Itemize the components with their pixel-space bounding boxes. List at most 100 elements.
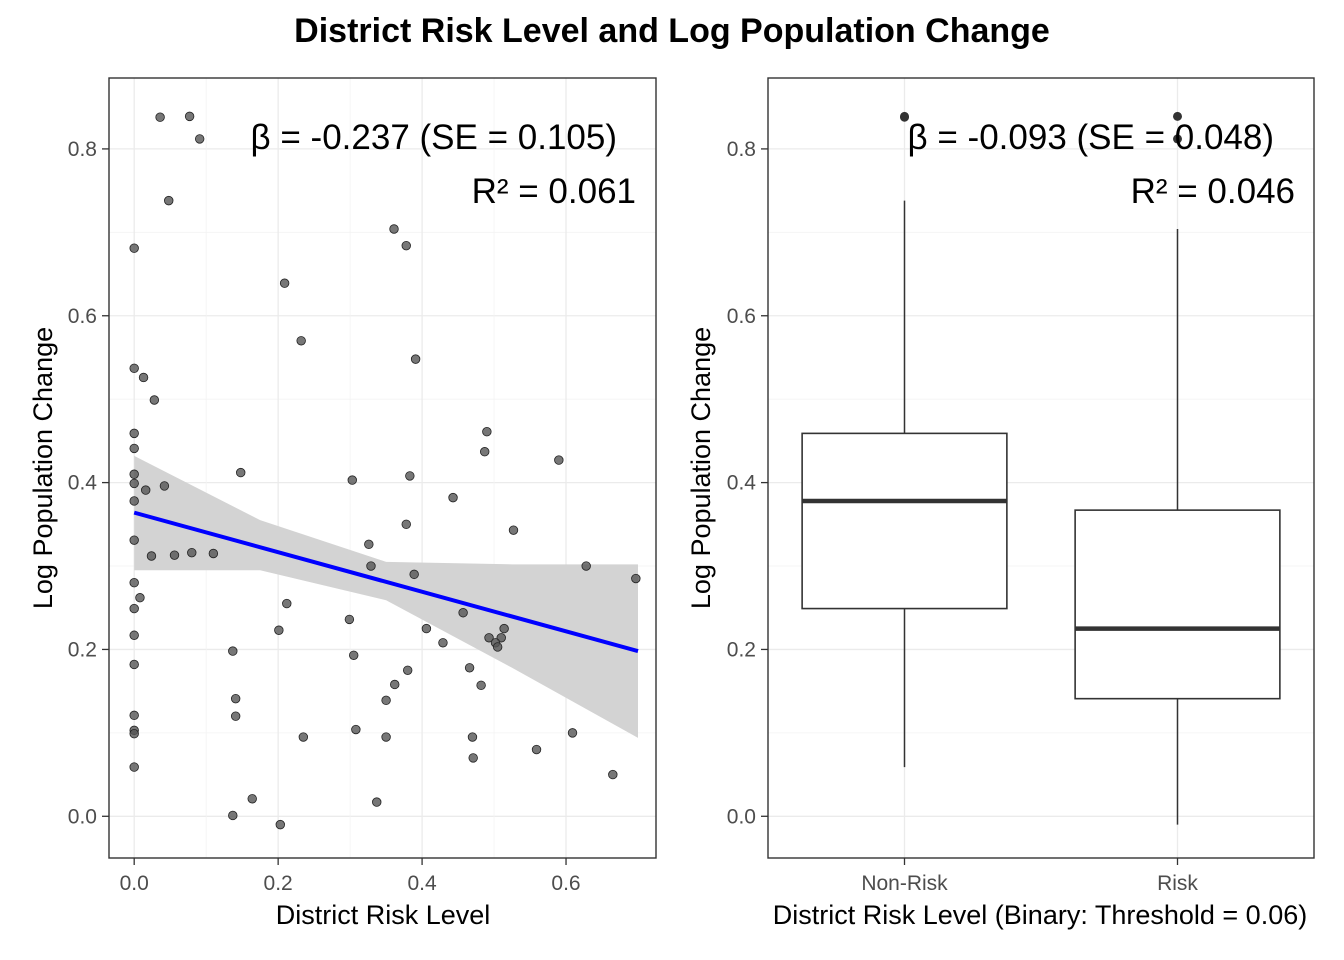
data-point <box>554 455 564 465</box>
y-tick-label: 0.8 <box>727 138 756 161</box>
boxplot-annotation-beta: β = -0.093 (SE = 0.048) <box>908 118 1274 157</box>
data-point <box>401 519 411 530</box>
box-risk <box>1074 111 1281 825</box>
data-point <box>298 732 309 742</box>
data-point <box>208 548 219 559</box>
y-tick-label: 0.6 <box>68 305 97 328</box>
data-point <box>282 598 292 609</box>
data-point <box>389 224 399 234</box>
data-point <box>448 492 458 503</box>
scatter-points <box>129 111 641 830</box>
data-point <box>194 134 205 144</box>
data-point <box>531 744 542 755</box>
y-tick-label: 0.4 <box>68 472 98 495</box>
box-iqr <box>1074 509 1281 700</box>
data-point <box>236 467 246 478</box>
scatter-panel-border <box>108 77 657 859</box>
data-point <box>484 633 494 643</box>
data-point <box>149 395 160 405</box>
data-point <box>135 593 145 603</box>
y-tick-label: 0.6 <box>727 305 756 328</box>
data-point <box>480 447 490 457</box>
scatter-annotation-beta: β = -0.237 (SE = 0.105) <box>251 118 617 157</box>
data-point <box>347 475 357 485</box>
boxplot-y-axis-title: Log Population Change <box>686 327 716 609</box>
data-point <box>187 547 197 558</box>
regression-line <box>133 510 639 654</box>
data-point <box>364 539 374 550</box>
data-point <box>296 336 306 346</box>
data-point <box>129 578 139 588</box>
scatter-regression-line <box>133 510 639 654</box>
data-point <box>344 614 355 625</box>
y-tick-label: 0.0 <box>727 805 756 828</box>
data-point <box>499 623 509 634</box>
data-point <box>184 111 195 122</box>
data-point <box>492 642 503 652</box>
data-point <box>129 659 139 670</box>
data-point <box>138 372 149 383</box>
box-iqr <box>801 432 1008 610</box>
outlier-point <box>900 111 909 121</box>
data-point <box>228 810 238 821</box>
boxplot-panel-border <box>767 77 1315 859</box>
boxplot-y-axis: 0.0 0.2 0.4 0.6 0.8 <box>727 138 768 828</box>
scatter-y-axis: 0.0 0.2 0.4 0.6 0.8 <box>68 138 109 828</box>
data-point <box>159 481 170 491</box>
y-tick-label: 0.2 <box>68 638 97 661</box>
data-point <box>458 608 468 618</box>
data-point <box>631 573 641 584</box>
data-point <box>230 693 241 704</box>
data-point <box>390 679 400 690</box>
boxplot-annotation-r2: R² = 0.046 <box>1131 172 1295 211</box>
scatter-x-axis: 0.0 0.2 0.4 0.6 <box>120 858 581 895</box>
data-point <box>275 819 285 830</box>
box-non-risk <box>801 111 1008 768</box>
data-point <box>409 569 419 580</box>
data-point <box>169 550 180 560</box>
y-tick-label: 0.4 <box>727 472 757 495</box>
data-point <box>366 561 376 571</box>
x-tick-label: Non-Risk <box>861 872 948 895</box>
data-point <box>129 428 139 439</box>
data-point <box>129 243 139 253</box>
data-point <box>155 112 165 122</box>
outlier-point <box>1173 111 1182 121</box>
data-point <box>164 195 174 206</box>
x-tick-label: 0.2 <box>264 872 293 895</box>
data-point <box>402 665 413 675</box>
x-tick-label: Risk <box>1157 872 1198 895</box>
data-point <box>351 724 361 735</box>
data-point <box>421 623 432 634</box>
data-point <box>129 729 139 739</box>
data-point <box>381 732 391 742</box>
data-point <box>401 240 411 251</box>
data-point <box>608 769 618 780</box>
scatter-y-axis-title: Log Population Change <box>28 327 58 609</box>
data-point <box>279 278 290 288</box>
data-point <box>567 728 578 738</box>
data-point <box>129 603 139 614</box>
scatter-x-axis-title: District Risk Level <box>276 900 491 930</box>
data-point <box>129 363 139 374</box>
data-point <box>247 794 257 804</box>
figure-title: District Risk Level and Log Population C… <box>294 12 1050 50</box>
scatter-panel: 0.0 0.2 0.4 0.6 0.0 0.2 0.4 0.6 0.8 β = -0.237 … <box>28 77 657 930</box>
data-point <box>129 478 139 489</box>
data-point <box>129 496 139 506</box>
data-point <box>476 680 486 691</box>
data-point <box>129 630 139 640</box>
boxplot-panel: Non-Risk Risk 0.0 0.2 0.4 0.6 0.8 β = -0.093 … <box>686 77 1315 930</box>
data-point <box>230 711 241 721</box>
boxplot-x-axis: Non-Risk Risk <box>861 858 1198 895</box>
y-tick-label: 0.8 <box>68 138 97 161</box>
data-point <box>468 753 478 763</box>
data-point <box>141 485 151 495</box>
outlier-point <box>1173 134 1182 144</box>
data-point <box>405 471 415 481</box>
y-tick-label: 0.0 <box>68 805 97 828</box>
data-point <box>438 638 448 648</box>
data-point <box>372 797 382 807</box>
data-point <box>129 469 139 479</box>
